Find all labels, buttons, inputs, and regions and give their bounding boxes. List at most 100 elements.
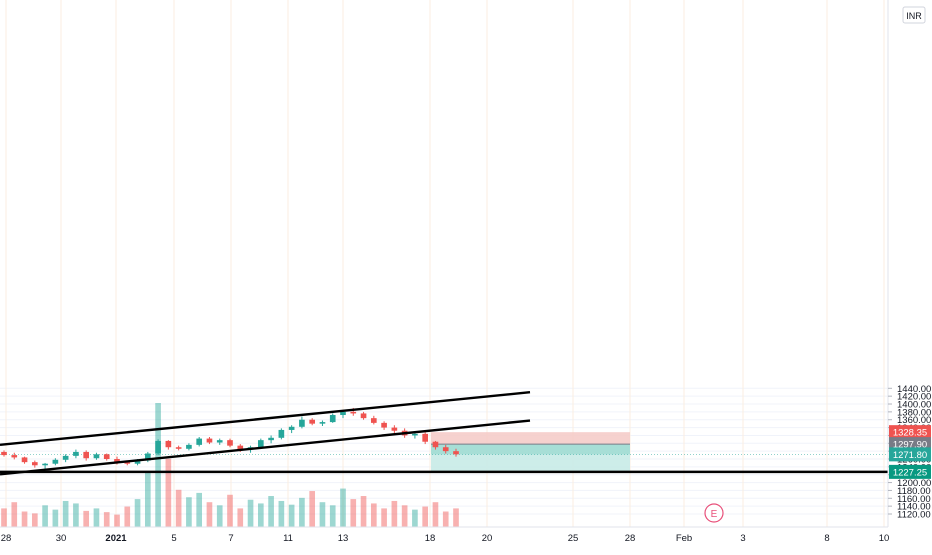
candle-body <box>93 454 100 459</box>
channel-upper-line[interactable] <box>0 391 531 447</box>
volume-bar <box>227 494 233 527</box>
candle-body <box>391 427 398 431</box>
volume-bar <box>237 508 244 527</box>
price-tick-label: 1380.00 <box>897 407 931 418</box>
volume-bar <box>206 502 213 527</box>
candle-body <box>83 451 90 459</box>
volume-bar <box>268 496 274 527</box>
volume-bar <box>360 496 367 527</box>
stop-loss-zone[interactable] <box>431 432 630 445</box>
candle-body <box>216 440 223 443</box>
candle-body <box>175 447 182 449</box>
candle-body <box>350 411 357 414</box>
candle-body <box>103 454 110 460</box>
time-tick-label: 11 <box>283 533 293 544</box>
candle-body <box>237 445 244 450</box>
candle-body <box>124 462 131 464</box>
price-tick-label: 1360.00 <box>897 415 931 426</box>
volume-bar <box>370 503 377 527</box>
volume-bar <box>165 458 172 527</box>
currency-badge[interactable]: INR <box>902 6 926 24</box>
candle-body <box>31 462 38 466</box>
candle-body <box>370 418 377 423</box>
volume-bar <box>52 509 59 527</box>
price-tick-label: 1120.00 <box>897 510 931 521</box>
volume-bar <box>134 499 141 527</box>
price-tag-last <box>889 447 931 462</box>
candle-body <box>412 433 418 436</box>
volume-bar <box>391 500 398 527</box>
volume-bar <box>155 403 161 527</box>
candle-body <box>73 451 79 456</box>
volume-bar <box>412 509 418 527</box>
time-tick-label: 3 <box>740 533 745 544</box>
volume-bar <box>278 500 285 527</box>
volume-bar <box>42 505 48 527</box>
volume-bar <box>103 512 110 527</box>
candle-body <box>453 451 459 455</box>
price-tick-label: 1200.00 <box>897 478 931 489</box>
volume-bar <box>288 504 295 527</box>
volume-bar <box>401 505 408 527</box>
candle-body <box>114 459 120 463</box>
candle-body <box>340 411 346 416</box>
candle-body <box>278 429 285 438</box>
time-axis[interactable]: 28 30 2021 5 7 11 13 18 20 25 28 Feb 3 8 10 <box>0 526 890 544</box>
time-tick-label: 5 <box>171 533 176 544</box>
candle-body <box>268 437 274 441</box>
volume-bar <box>247 499 254 527</box>
volume-bar <box>329 505 336 527</box>
earnings-marker[interactable]: E <box>704 503 724 523</box>
candle-body <box>165 440 172 448</box>
volume-bar <box>196 492 203 527</box>
time-tick-label: 28 <box>1 533 12 544</box>
volume-bar <box>319 502 326 527</box>
currency-badge-frame <box>902 6 926 24</box>
grid <box>0 0 888 527</box>
time-tick-label: 18 <box>425 533 436 544</box>
candle-body <box>381 422 387 428</box>
candle-body <box>319 422 326 424</box>
candle-body <box>144 453 151 461</box>
volume-bar <box>422 506 429 527</box>
time-tick-label: 20 <box>482 533 493 544</box>
price-tick-label: 1160.00 <box>897 494 931 505</box>
price-tick-label: 1420.00 <box>897 392 931 403</box>
earnings-label: E <box>711 509 718 520</box>
volume-bar <box>93 508 100 527</box>
volume-bar <box>257 503 264 527</box>
price-tick-label: 1140.00 <box>897 502 931 513</box>
volume-bar <box>124 506 131 527</box>
position-zones <box>0 432 888 472</box>
candle-body <box>1 451 7 456</box>
volume-bar <box>73 503 79 527</box>
channel-lower-line[interactable] <box>0 419 531 476</box>
volume-bar <box>442 511 449 527</box>
candle-body <box>329 415 336 423</box>
volume-bar <box>350 499 357 527</box>
volume-bar <box>1 508 7 527</box>
candle-body <box>299 419 305 427</box>
candle-body <box>186 444 192 449</box>
price-tick-label: 1180.00 <box>897 486 931 497</box>
price-tag-label-target: 1227.25 <box>893 467 927 478</box>
candle-body <box>432 441 439 448</box>
drawings[interactable] <box>0 391 888 476</box>
time-tick-label: 30 <box>56 533 67 544</box>
candle-body <box>155 440 161 454</box>
candle-body <box>257 440 264 448</box>
volume-bar <box>62 500 69 527</box>
time-tick-label: 10 <box>879 533 890 544</box>
price-tag-label-stop_loss: 1328.35 <box>893 428 927 439</box>
price-tag-label-last: 1271.80 <box>893 450 927 461</box>
candle-body <box>11 455 18 458</box>
time-tick-label: Feb <box>676 533 692 544</box>
candle-body <box>196 438 203 445</box>
volume-bars <box>1 403 459 527</box>
candle-body <box>52 459 59 464</box>
candle-body <box>42 463 48 466</box>
volume-bar <box>83 510 90 527</box>
